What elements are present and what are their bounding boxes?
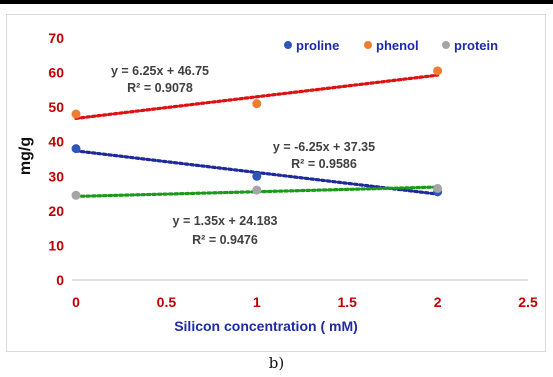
r-squared-label-proline: R² = 0.9586 xyxy=(291,157,357,171)
data-point-protein xyxy=(71,190,81,200)
legend-label-proline: proline xyxy=(296,38,339,53)
x-axis-title: Silicon concentration ( mM) xyxy=(174,318,358,334)
equation-label-phenol: y = 6.25x + 46.75 xyxy=(111,64,209,78)
chart-frame xyxy=(6,14,546,352)
data-point-phenol xyxy=(433,66,443,76)
x-tick-label: 0.5 xyxy=(157,294,177,310)
top-rule xyxy=(0,0,553,4)
y-tick-label: 0 xyxy=(56,272,64,288)
legend-marker-protein xyxy=(442,41,450,49)
y-tick-label: 60 xyxy=(48,65,64,81)
y-tick-label: 50 xyxy=(48,99,64,115)
x-tick-label: 2 xyxy=(434,294,442,310)
figure-caption: b) xyxy=(268,354,285,372)
data-point-protein xyxy=(252,185,262,195)
y-tick-label: 10 xyxy=(48,237,64,253)
r-squared-label-protein: R² = 0.9476 xyxy=(192,233,258,247)
x-tick-label: 0 xyxy=(72,294,80,310)
trendline-phenol xyxy=(74,73,440,120)
y-tick-label: 20 xyxy=(48,203,64,219)
data-point-proline xyxy=(71,144,81,154)
x-tick-label: 2.5 xyxy=(518,294,538,310)
y-tick-label: 40 xyxy=(48,134,64,150)
legend-marker-proline xyxy=(284,41,292,49)
data-point-phenol xyxy=(71,109,81,119)
data-point-proline xyxy=(252,171,262,181)
data-point-protein xyxy=(433,183,443,193)
x-tick-label: 1 xyxy=(253,294,261,310)
equation-label-proline: y = -6.25x + 37.35 xyxy=(273,140,375,154)
legend-label-phenol: phenol xyxy=(376,38,419,53)
legend-marker-phenol xyxy=(364,41,372,49)
y-tick-label: 30 xyxy=(48,168,64,184)
y-tick-label: 70 xyxy=(48,30,64,46)
y-axis-title: mg/g xyxy=(17,137,34,175)
data-point-phenol xyxy=(252,99,262,109)
legend-label-protein: protein xyxy=(454,38,498,53)
r-squared-label-phenol: R² = 0.9078 xyxy=(127,81,193,95)
x-tick-label: 1.5 xyxy=(337,294,357,310)
equation-label-protein: y = 1.35x + 24.183 xyxy=(173,214,278,228)
